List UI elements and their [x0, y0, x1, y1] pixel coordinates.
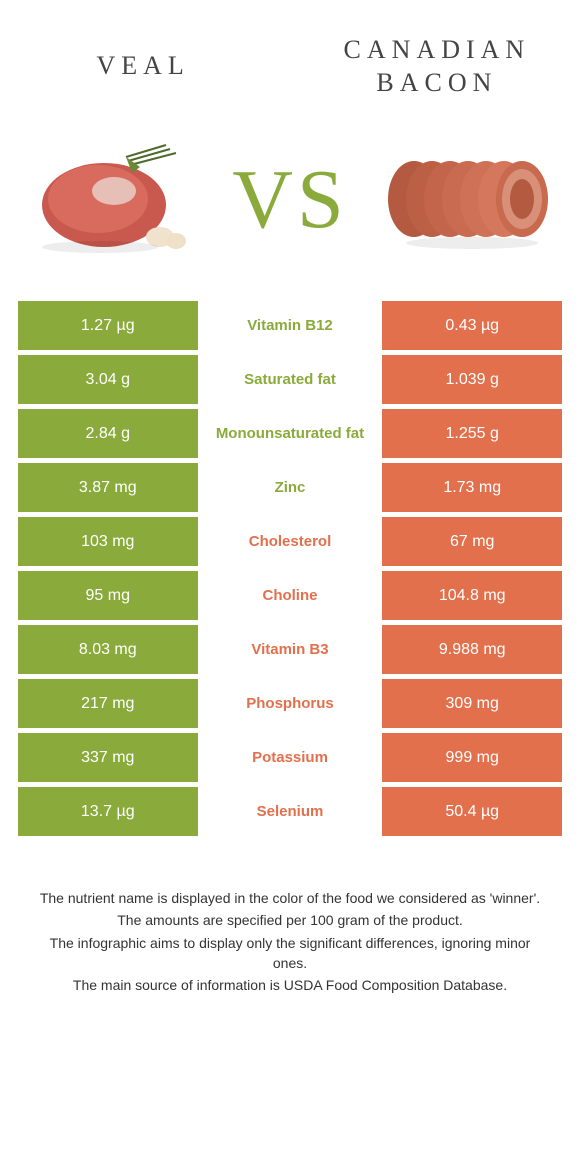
- left-value: 1.27 µg: [18, 301, 198, 350]
- left-value: 13.7 µg: [18, 787, 198, 836]
- nutrient-row: 3.04 gSaturated fat1.039 g: [18, 355, 562, 404]
- nutrient-row: 2.84 gMonounsaturated fat1.255 g: [18, 409, 562, 458]
- title-left: VEAL: [18, 50, 268, 83]
- hero-row: VS: [26, 139, 554, 259]
- left-value: 8.03 mg: [18, 625, 198, 674]
- footnote-line: The infographic aims to display only the…: [34, 933, 546, 974]
- nutrient-name: Vitamin B12: [198, 301, 383, 350]
- infographic-container: VEAL CANADIAN BACON VS: [0, 0, 580, 1017]
- left-value: 3.87 mg: [18, 463, 198, 512]
- nutrient-row: 8.03 mgVitamin B39.988 mg: [18, 625, 562, 674]
- nutrient-name: Cholesterol: [198, 517, 383, 566]
- nutrient-row: 95 mgCholine104.8 mg: [18, 571, 562, 620]
- veal-image: [26, 139, 196, 259]
- right-value: 1.039 g: [382, 355, 562, 404]
- left-value: 2.84 g: [18, 409, 198, 458]
- right-value: 1.255 g: [382, 409, 562, 458]
- right-value: 999 mg: [382, 733, 562, 782]
- vs-label: VS: [232, 151, 347, 248]
- left-value: 217 mg: [18, 679, 198, 728]
- right-value: 0.43 µg: [382, 301, 562, 350]
- nutrient-name: Monounsaturated fat: [198, 409, 383, 458]
- right-value: 9.988 mg: [382, 625, 562, 674]
- nutrient-row: 103 mgCholesterol67 mg: [18, 517, 562, 566]
- left-value: 3.04 g: [18, 355, 198, 404]
- nutrient-name: Phosphorus: [198, 679, 383, 728]
- nutrient-name: Saturated fat: [198, 355, 383, 404]
- nutrient-table: 1.27 µgVitamin B120.43 µg 3.04 gSaturated…: [18, 301, 562, 836]
- nutrient-name: Potassium: [198, 733, 383, 782]
- left-value: 95 mg: [18, 571, 198, 620]
- nutrient-name: Selenium: [198, 787, 383, 836]
- nutrient-name: Zinc: [198, 463, 383, 512]
- nutrient-row: 1.27 µgVitamin B120.43 µg: [18, 301, 562, 350]
- right-value: 1.73 mg: [382, 463, 562, 512]
- title-right: CANADIAN BACON: [312, 34, 562, 99]
- nutrient-name: Choline: [198, 571, 383, 620]
- nutrient-name: Vitamin B3: [198, 625, 383, 674]
- right-value: 309 mg: [382, 679, 562, 728]
- nutrient-row: 337 mgPotassium999 mg: [18, 733, 562, 782]
- right-value: 104.8 mg: [382, 571, 562, 620]
- nutrient-row: 13.7 µgSelenium50.4 µg: [18, 787, 562, 836]
- nutrient-row: 3.87 mgZinc1.73 mg: [18, 463, 562, 512]
- canadian-bacon-image: [384, 139, 554, 259]
- left-value: 337 mg: [18, 733, 198, 782]
- title-row: VEAL CANADIAN BACON: [18, 34, 562, 99]
- footnote-line: The nutrient name is displayed in the co…: [34, 888, 546, 908]
- footnote-line: The main source of information is USDA F…: [34, 975, 546, 995]
- right-value: 50.4 µg: [382, 787, 562, 836]
- nutrient-row: 217 mgPhosphorus309 mg: [18, 679, 562, 728]
- footnotes: The nutrient name is displayed in the co…: [18, 888, 562, 995]
- footnote-line: The amounts are specified per 100 gram o…: [34, 910, 546, 930]
- left-value: 103 mg: [18, 517, 198, 566]
- right-value: 67 mg: [382, 517, 562, 566]
